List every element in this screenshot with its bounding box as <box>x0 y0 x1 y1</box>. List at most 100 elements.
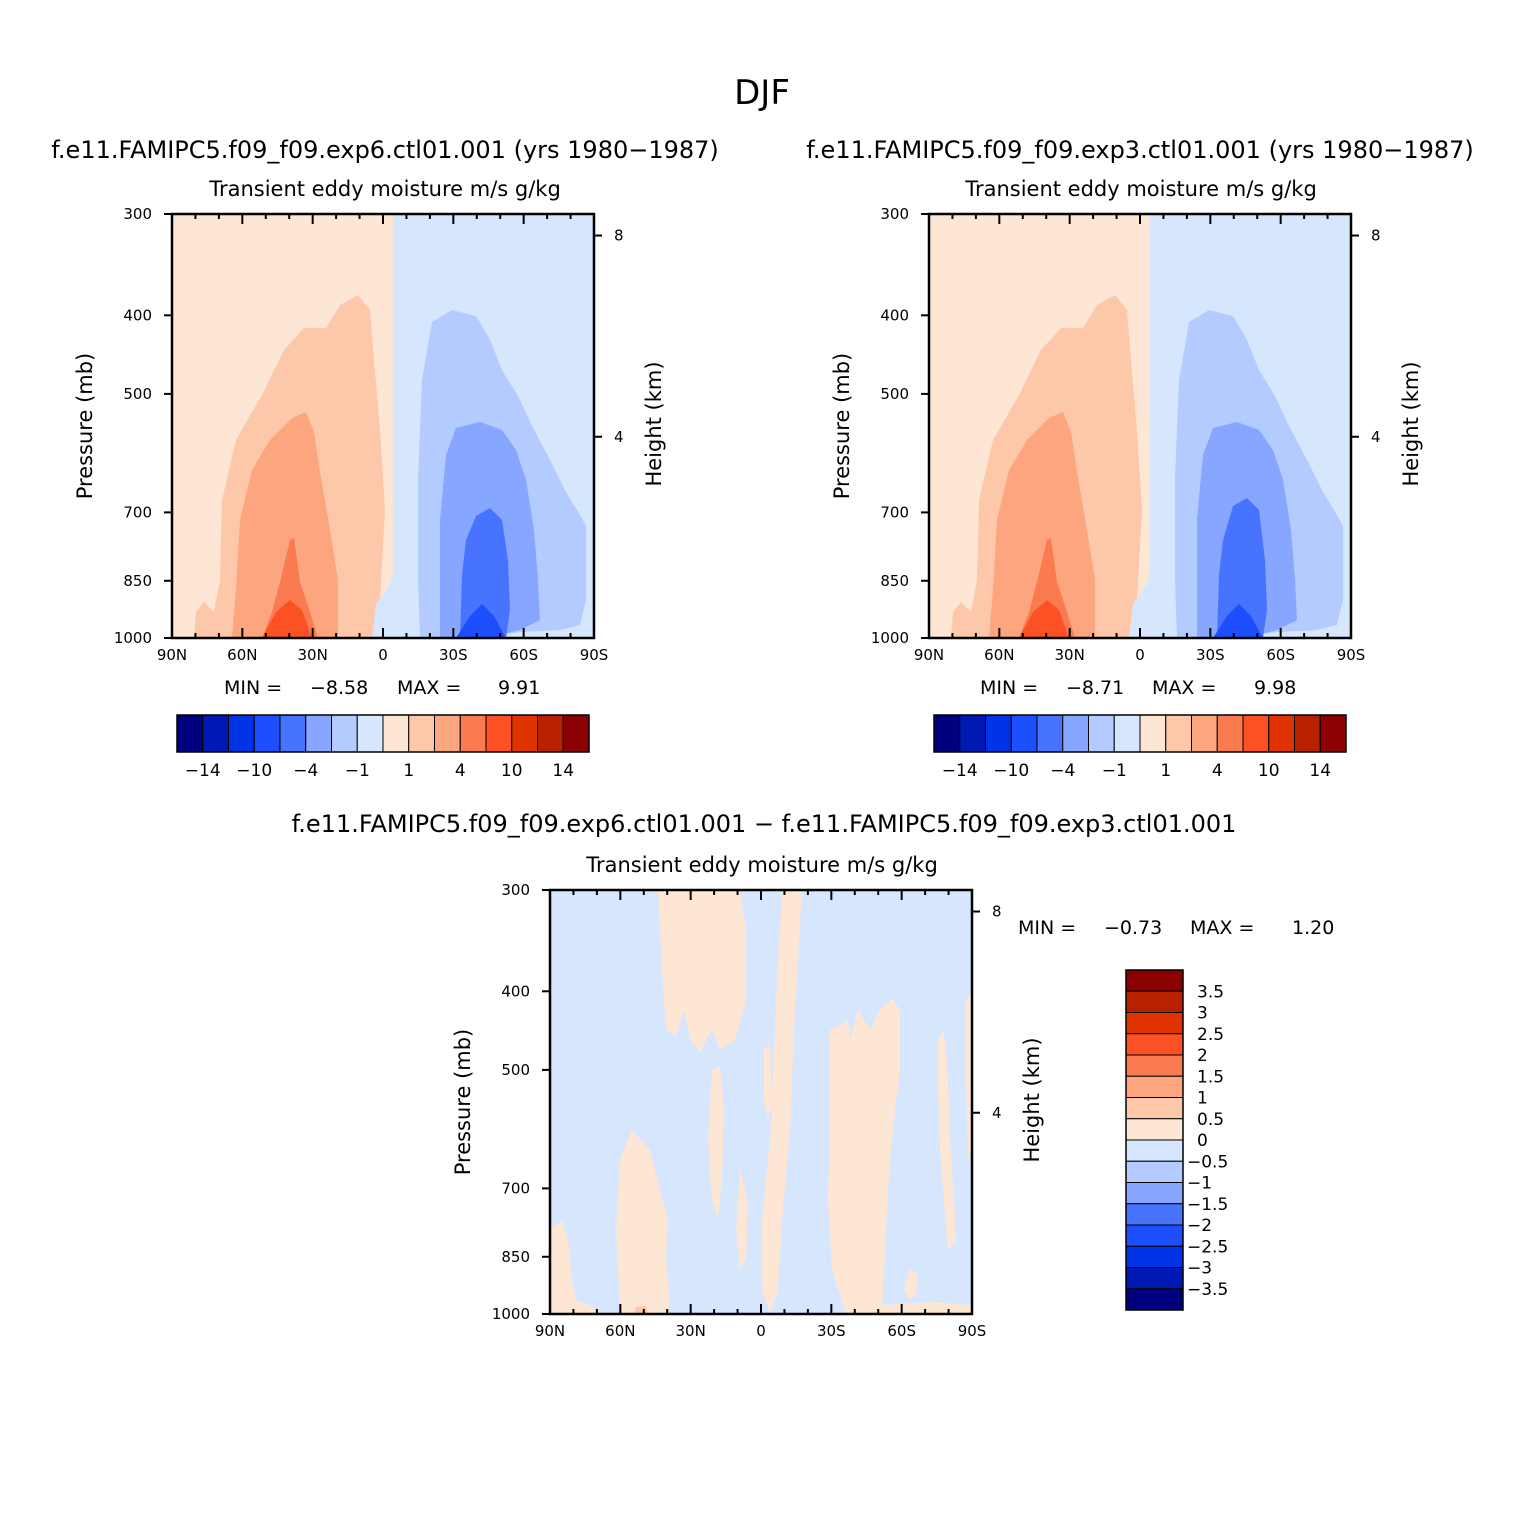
colorbar-swatch <box>1191 714 1218 753</box>
contour-pos-b <box>762 890 802 1314</box>
contour-pos-4 <box>232 412 338 638</box>
colorbar-swatch <box>1125 1118 1184 1141</box>
x-tick-label: 90N <box>157 646 187 664</box>
colorbar-swatch <box>1125 1139 1184 1162</box>
colorbar-label: 1 <box>1197 1089 1208 1109</box>
colorbar-swatch <box>1319 714 1347 753</box>
colorbar-label: −14 <box>185 761 221 781</box>
colorbar-label: −2.5 <box>1187 1237 1228 1257</box>
panel-1-title: Transient eddy moisture m/s g/kg <box>208 177 561 201</box>
colorbar-swatch <box>228 714 255 753</box>
colorbar-swatch <box>331 714 358 753</box>
contour-pos-14 <box>1019 600 1069 638</box>
y-axis-label: Pressure (mb) <box>830 353 854 500</box>
colorbar-label: −2 <box>1187 1216 1212 1236</box>
y-tick-label: 700 <box>880 503 909 521</box>
colorbar-label: −10 <box>993 761 1029 781</box>
x-tick-label: 30S <box>1196 646 1225 664</box>
y2-tick-label: 4 <box>992 1104 1002 1122</box>
colorbar-label: 1 <box>403 761 414 781</box>
x-tick-label: 30N <box>676 1322 706 1340</box>
colorbar-swatch <box>1125 1203 1184 1226</box>
panel-3-min-value: −0.73 <box>1104 917 1162 939</box>
contour-pos-i <box>938 1030 956 1250</box>
y2-tick-label: 8 <box>1371 227 1381 245</box>
y-tick-label: 1000 <box>871 629 909 647</box>
colorbar-label: 14 <box>1309 761 1331 781</box>
panel-2-title: Transient eddy moisture m/s g/kg <box>964 177 1317 201</box>
colorbar-swatch <box>1125 969 1184 992</box>
colorbar-swatch <box>1113 714 1141 753</box>
y2-tick-label: 8 <box>614 227 624 245</box>
panel-1-max-value: 9.91 <box>498 677 540 699</box>
colorbar-swatch <box>434 714 461 753</box>
contour-pos-14 <box>262 600 312 638</box>
colorbar-swatch <box>1125 1075 1184 1098</box>
colorbar-swatch <box>562 714 590 753</box>
y-tick-label: 1000 <box>114 629 152 647</box>
colorbar-label: −4 <box>1050 761 1075 781</box>
x-tick-label: 0 <box>756 1322 766 1340</box>
colorbar-swatch <box>1125 1012 1184 1035</box>
x-tick-label: 0 <box>1135 646 1145 664</box>
contour-pos-a <box>658 890 746 1052</box>
panel-2-max-label: MAX = <box>1152 677 1216 699</box>
colorbar-label: −1 <box>1102 761 1127 781</box>
y-tick-label: 850 <box>123 572 152 590</box>
colorbar-swatch <box>1165 714 1192 753</box>
colorbar-frame <box>1125 969 1184 1311</box>
colorbar-label: 2 <box>1197 1046 1208 1066</box>
colorbar-label: 0 <box>1197 1131 1208 1151</box>
contour-neg-14 <box>1217 498 1267 638</box>
negative-region <box>550 890 972 1314</box>
panel-1-min-label: MIN = <box>224 677 282 699</box>
colorbar-swatch <box>1125 1054 1184 1077</box>
panel-3-max-value: 1.20 <box>1292 917 1334 939</box>
x-tick-label: 30S <box>439 646 468 664</box>
y2-axis-label: Height (km) <box>1399 361 1423 486</box>
colorbar-swatch <box>202 714 229 753</box>
figure-title: DJF <box>734 73 790 113</box>
colorbar-swatch <box>253 714 281 753</box>
panel-3-plot-area <box>550 890 972 1314</box>
x-tick-label: 60S <box>1266 646 1295 664</box>
colorbar-vertical: 3.532.521.510.50−0.5−1−1.5−2−2.5−3−3.5 <box>1125 969 1228 1311</box>
colorbar-swatch <box>1062 714 1089 753</box>
colorbar-swatch <box>1125 1182 1184 1205</box>
colorbar-swatch <box>1242 714 1270 753</box>
colorbar-label: −14 <box>942 761 978 781</box>
panel-2-min-value: −8.71 <box>1066 677 1124 699</box>
colorbar-swatch <box>933 714 961 753</box>
panel-2-min-label: MIN = <box>980 677 1038 699</box>
y-tick-label: 1000 <box>492 1305 530 1323</box>
colorbar-label: 1 <box>1160 761 1171 781</box>
colorbar-swatch <box>1294 714 1321 753</box>
colorbar-swatch <box>1216 714 1244 753</box>
y2-tick-label: 4 <box>614 428 624 446</box>
colorbar-swatch <box>985 714 1012 753</box>
x-tick-label: 30N <box>298 646 328 664</box>
colorbar-label: 14 <box>552 761 574 781</box>
colorbar-swatch <box>382 714 410 753</box>
x-tick-label: 0 <box>378 646 388 664</box>
x-tick-label: 60N <box>227 646 257 664</box>
y-axis-label: Pressure (mb) <box>73 353 97 500</box>
x-tick-label: 60S <box>509 646 538 664</box>
colorbar-swatch <box>537 714 564 753</box>
colorbar-label: 10 <box>501 761 523 781</box>
x-tick-label: 90N <box>914 646 944 664</box>
contour-neg-max <box>456 604 506 638</box>
colorbar-label: −10 <box>236 761 272 781</box>
colorbar-swatch <box>1010 714 1038 753</box>
x-tick-label: 30S <box>817 1322 846 1340</box>
colorbar-swatch <box>1125 1097 1184 1120</box>
colorbar-label: −4 <box>293 761 318 781</box>
colorbar-swatch <box>1125 1245 1184 1268</box>
y-tick-label: 850 <box>880 572 909 590</box>
panel-1-min-value: −8.58 <box>310 677 368 699</box>
panel-2-plot-area <box>929 214 1351 638</box>
colorbar: −14 −10 −4 −1 1 4 10 14 <box>176 714 590 781</box>
y2-axis-label: Height (km) <box>642 361 666 486</box>
colorbar-label: 1.5 <box>1197 1067 1224 1087</box>
